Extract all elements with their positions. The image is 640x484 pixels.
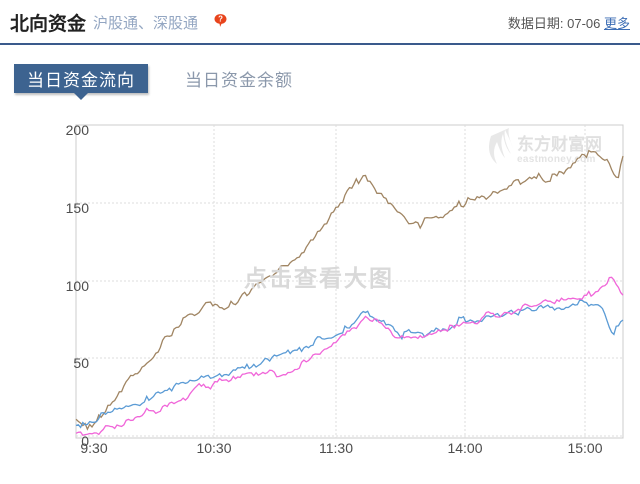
- svg-text:东方财富网: 东方财富网: [517, 134, 602, 154]
- svg-text:eastmoney.com: eastmoney.com: [517, 154, 596, 165]
- svg-text:?: ?: [218, 15, 223, 24]
